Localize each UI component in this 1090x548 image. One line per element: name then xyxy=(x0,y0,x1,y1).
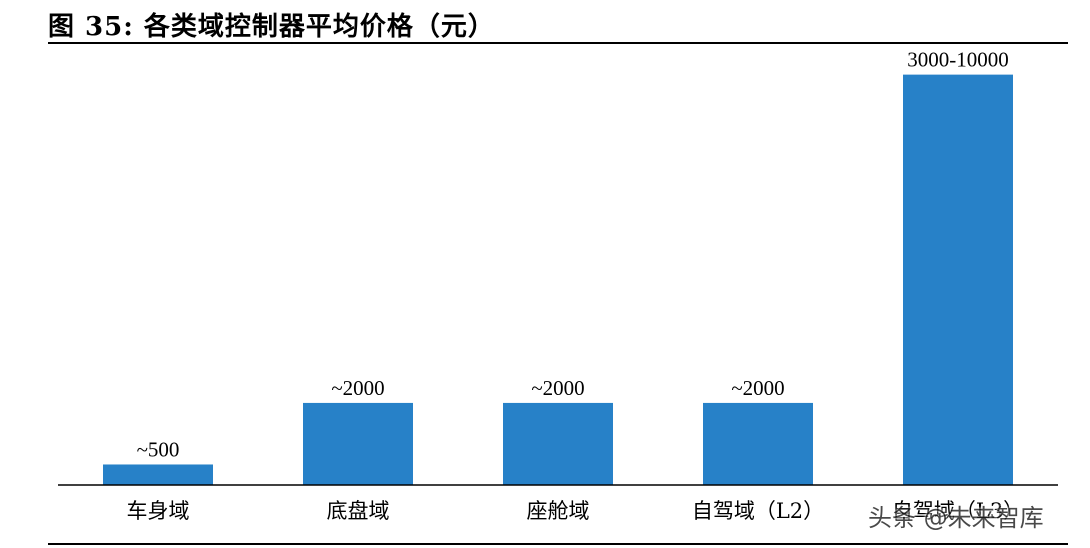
category-label: 座舱域 xyxy=(527,499,590,523)
bar-value-label: ~500 xyxy=(137,437,180,461)
title-rule xyxy=(48,42,1068,44)
bar xyxy=(303,402,413,485)
category-label: 底盘域 xyxy=(327,499,390,523)
bar-value-label: 3000-10000 xyxy=(907,48,1009,72)
bar xyxy=(903,74,1013,485)
bar xyxy=(503,402,613,485)
bar-value-label: ~2000 xyxy=(531,376,584,400)
bar-value-label: ~2000 xyxy=(731,376,784,400)
bottom-rule xyxy=(48,543,1068,545)
bar xyxy=(703,402,813,485)
category-label: 自驾域（L3） xyxy=(892,499,1024,523)
category-label: 自驾域（L2） xyxy=(692,499,824,523)
category-label: 车身域 xyxy=(127,499,190,523)
watermark: 头条 @未来智库 xyxy=(868,504,1044,532)
bar-value-label: ~2000 xyxy=(331,376,384,400)
figure-title: 图 35: 各类域控制器平均价格（元） xyxy=(48,12,495,42)
bar xyxy=(103,464,213,485)
